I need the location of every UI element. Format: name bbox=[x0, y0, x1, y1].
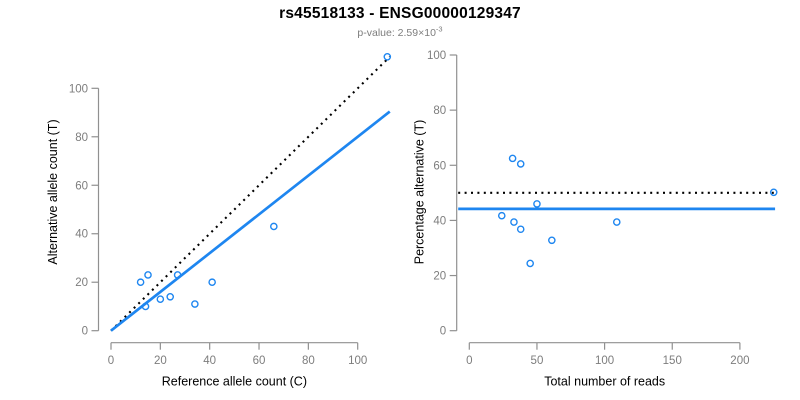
pvalue-label: p-value: bbox=[357, 27, 398, 39]
data-point bbox=[136, 278, 145, 287]
x-tick-label: 200 bbox=[730, 355, 749, 367]
data-point bbox=[383, 52, 392, 61]
x-axis-label: Total number of reads bbox=[544, 375, 665, 389]
y-tick-label: 80 bbox=[433, 105, 446, 117]
y-tick-label: 100 bbox=[69, 83, 88, 95]
data-point bbox=[141, 302, 150, 311]
data-point bbox=[156, 295, 165, 303]
data-point bbox=[208, 278, 216, 287]
fit-line bbox=[110, 110, 391, 332]
y-tick-label: 80 bbox=[75, 132, 88, 144]
y-tick-label: 0 bbox=[440, 326, 446, 338]
x-axis-label: Reference allele count (C) bbox=[162, 375, 307, 389]
figure-title: rs45518133 - ENSG00000129347 bbox=[279, 5, 521, 22]
identity-line bbox=[110, 56, 391, 332]
data-point bbox=[508, 154, 517, 163]
x-tick-label: 20 bbox=[154, 355, 167, 367]
y-tick-label: 100 bbox=[427, 50, 446, 62]
data-point bbox=[497, 211, 506, 220]
x-tick-label: 0 bbox=[466, 355, 472, 367]
y-tick-label: 20 bbox=[433, 271, 446, 283]
data-point bbox=[510, 218, 518, 226]
data-point bbox=[270, 222, 278, 231]
pvalue-base: 2.59×10 bbox=[397, 27, 436, 39]
figure-subtitle: p-value: 2.59×10-3 bbox=[0, 24, 800, 39]
y-tick-label: 40 bbox=[433, 215, 446, 227]
x-tick-label: 50 bbox=[531, 355, 544, 367]
data-point bbox=[166, 292, 175, 301]
y-tick-label: 60 bbox=[75, 180, 88, 192]
x-tick-label: 150 bbox=[663, 355, 682, 367]
x-tick-label: 60 bbox=[253, 355, 266, 367]
x-tick-label: 100 bbox=[595, 355, 614, 367]
data-point bbox=[173, 271, 182, 279]
y-tick-label: 60 bbox=[433, 160, 446, 172]
data-point bbox=[769, 188, 778, 197]
data-point bbox=[612, 218, 621, 226]
y-tick-label: 20 bbox=[75, 277, 88, 289]
data-point bbox=[526, 259, 534, 268]
y-axis-label: Alternative allele count (T) bbox=[46, 119, 60, 264]
data-point bbox=[516, 160, 525, 168]
x-tick-label: 100 bbox=[348, 355, 367, 367]
pvalue-exponent: -3 bbox=[435, 24, 443, 34]
data-point bbox=[144, 271, 152, 279]
x-tick-label: 40 bbox=[203, 355, 216, 367]
y-axis-label: Percentage alternative (T) bbox=[413, 120, 427, 265]
x-tick-label: 0 bbox=[108, 355, 114, 367]
x-tick-label: 80 bbox=[302, 355, 315, 367]
data-point bbox=[548, 236, 556, 245]
right-plot: Total number of reads Percentage alterna… bbox=[413, 50, 778, 389]
y-tick-label: 40 bbox=[75, 229, 88, 241]
data-point bbox=[516, 225, 525, 234]
y-tick-label: 0 bbox=[82, 326, 88, 338]
data-point bbox=[191, 300, 199, 308]
data-point bbox=[533, 200, 541, 208]
left-plot: Reference allele count (C) Alternative a… bbox=[46, 52, 392, 389]
